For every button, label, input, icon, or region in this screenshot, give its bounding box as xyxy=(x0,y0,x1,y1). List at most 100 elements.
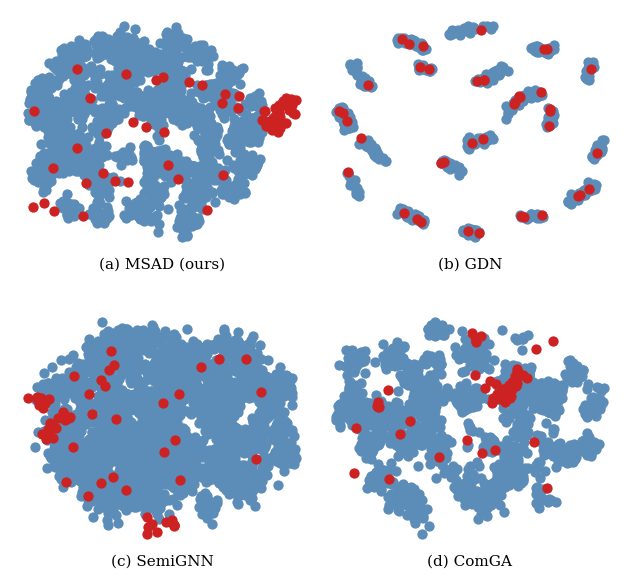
Point xyxy=(155,498,166,508)
Point xyxy=(149,101,159,110)
Point xyxy=(238,353,248,362)
Point xyxy=(453,491,463,501)
Point xyxy=(106,429,116,438)
Point xyxy=(176,105,186,114)
Point xyxy=(113,111,123,120)
Point xyxy=(195,164,205,173)
Point xyxy=(70,200,80,209)
Point xyxy=(449,26,459,36)
Point xyxy=(162,377,172,386)
Point xyxy=(175,475,185,485)
Point xyxy=(210,403,221,412)
Point xyxy=(112,108,122,118)
Point xyxy=(466,388,477,397)
Point xyxy=(496,490,506,499)
Point xyxy=(535,47,545,56)
Point xyxy=(75,204,85,213)
Point xyxy=(79,140,89,150)
Point xyxy=(127,480,137,489)
Point xyxy=(139,416,149,425)
Point xyxy=(75,404,85,413)
Point xyxy=(179,110,189,119)
Point xyxy=(202,411,212,421)
Point xyxy=(73,89,83,98)
Point xyxy=(186,465,196,474)
Point xyxy=(141,328,151,338)
Point xyxy=(68,145,78,154)
Point xyxy=(58,132,68,141)
Point xyxy=(63,189,73,198)
Point xyxy=(39,97,49,107)
Point xyxy=(128,118,138,127)
Point xyxy=(167,367,178,377)
Point xyxy=(100,482,111,492)
Point xyxy=(120,497,130,506)
Point xyxy=(246,478,256,488)
Point xyxy=(234,437,244,446)
Point xyxy=(152,527,162,537)
Point xyxy=(391,410,401,420)
Point xyxy=(143,489,153,499)
Point xyxy=(250,421,260,430)
Point xyxy=(461,482,471,492)
Point xyxy=(70,137,80,147)
Point xyxy=(130,460,140,470)
Point xyxy=(353,408,363,417)
Point xyxy=(183,453,193,462)
Point xyxy=(33,396,44,406)
Point xyxy=(131,498,142,507)
Point xyxy=(564,362,574,371)
Point xyxy=(56,418,66,428)
Point xyxy=(116,388,126,397)
Point xyxy=(539,387,549,396)
Point xyxy=(188,346,198,356)
Point xyxy=(158,455,168,464)
Point xyxy=(104,91,114,100)
Point xyxy=(157,91,167,100)
Point xyxy=(111,483,121,492)
Point xyxy=(210,394,220,403)
Point xyxy=(274,405,284,414)
Point xyxy=(94,401,104,410)
Point xyxy=(581,67,591,76)
Point xyxy=(513,466,523,475)
Point xyxy=(148,61,158,70)
Point xyxy=(530,397,540,406)
Point xyxy=(564,449,574,458)
Point xyxy=(121,429,131,438)
Point xyxy=(186,439,196,449)
Point xyxy=(75,60,85,69)
Point xyxy=(252,115,262,124)
Point xyxy=(83,477,94,486)
Point xyxy=(54,430,64,439)
Point xyxy=(76,102,86,111)
Point xyxy=(585,446,595,455)
Point xyxy=(34,400,44,410)
Point xyxy=(189,479,199,488)
Point xyxy=(183,439,193,448)
Point xyxy=(449,27,459,36)
Point xyxy=(182,449,192,458)
Point xyxy=(236,436,246,445)
Point xyxy=(167,398,178,407)
Point xyxy=(535,383,545,392)
Point xyxy=(207,123,217,132)
Point xyxy=(123,445,133,455)
Point xyxy=(426,419,436,428)
Point xyxy=(212,383,222,392)
Point xyxy=(165,359,175,368)
Point xyxy=(59,143,70,152)
Point xyxy=(376,471,386,480)
Point xyxy=(245,492,255,501)
Point xyxy=(235,146,245,155)
Point xyxy=(33,79,44,88)
Point xyxy=(492,377,502,386)
Point xyxy=(167,346,177,355)
Point xyxy=(198,41,209,50)
Point xyxy=(82,448,92,457)
Point xyxy=(160,473,170,482)
Point xyxy=(410,36,420,45)
Point xyxy=(93,183,103,192)
Point xyxy=(97,473,107,482)
Point xyxy=(349,349,360,358)
